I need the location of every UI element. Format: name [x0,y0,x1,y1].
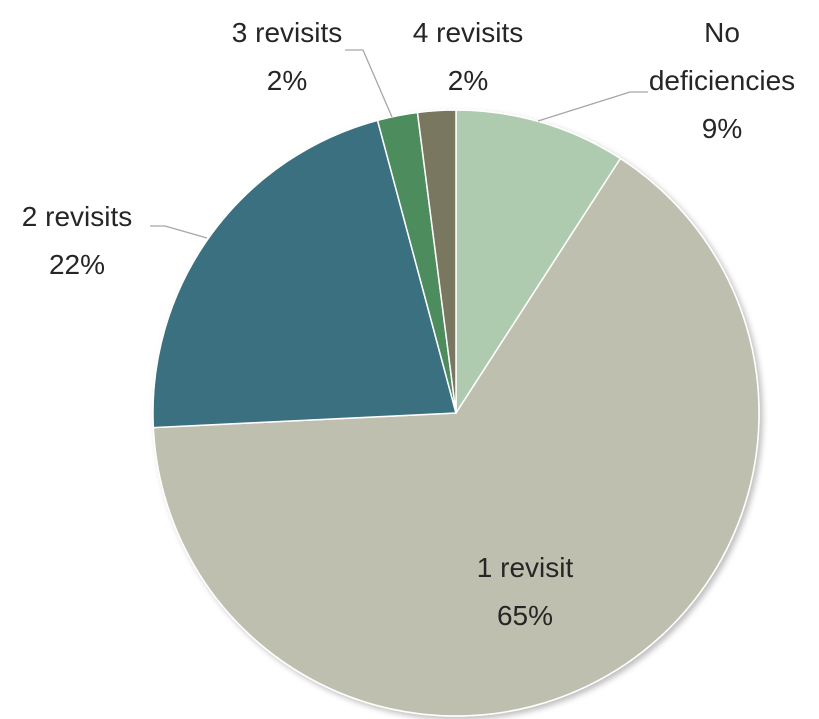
data-label-percent: 2% [267,65,307,96]
data-labels: No deficiencies 9% 1 revisit 65% 2 revisits 22… [22,17,795,631]
leader-line-no-deficiencies [537,91,648,122]
leader-line-3-revisits [345,49,393,118]
data-label-4-revisits: 4 revisits 2% [413,17,523,96]
data-label-no-deficiencies: No deficiencies 9% [649,17,795,144]
data-label-percent: 9% [702,113,742,144]
data-label-category: 4 revisits [413,17,523,48]
slice-2-revisits [152,119,457,429]
data-label-category: deficiencies [649,65,795,96]
data-label-category: No [704,17,740,48]
data-label-percent: 2% [448,65,488,96]
data-label-2-revisits: 2 revisits 22% [22,201,132,280]
leader-lines [150,49,648,239]
data-label-category: 3 revisits [232,17,342,48]
data-label-percent: 22% [49,249,105,280]
pie-slices [152,109,760,717]
slice-no-deficiencies [455,109,622,416]
data-label-category: 1 revisit [477,552,574,583]
data-label-category: 2 revisits [22,201,132,232]
data-label-percent: 65% [497,600,553,631]
slice-1-revisit [152,157,760,717]
data-label-1-revisit: 1 revisit 65% [477,552,574,631]
data-label-3-revisits: 3 revisits 2% [232,17,342,96]
slice-4-revisits [416,109,457,414]
leader-line-2-revisits [150,225,208,239]
